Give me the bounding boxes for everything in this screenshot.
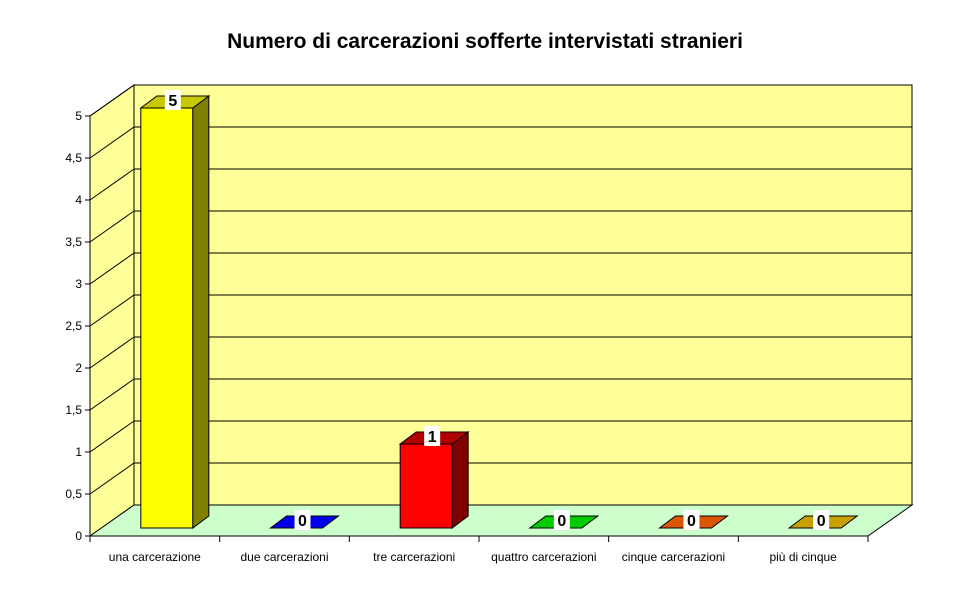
side-gridline	[89, 84, 135, 117]
y-tick-label: 2	[75, 361, 82, 375]
y-tick-label: 1,5	[65, 403, 82, 417]
bar-side	[451, 431, 469, 529]
floor	[88, 504, 914, 537]
y-tick-label: 2,5	[65, 319, 82, 333]
x-tick-label: due carcerazioni	[240, 550, 328, 564]
x-tick-label: più di cinque	[769, 550, 837, 564]
bar	[399, 443, 453, 529]
y-tick-label: 3,5	[65, 235, 82, 249]
data-label: 1	[428, 429, 437, 446]
y-tick-label: 0,5	[65, 487, 82, 501]
chart-title: Numero di carcerazioni sofferte intervis…	[227, 30, 743, 53]
data-label: 0	[298, 513, 307, 530]
bar-side	[192, 95, 210, 529]
data-label: 0	[817, 513, 826, 530]
data-label: 5	[168, 93, 177, 110]
side-gridline	[89, 210, 135, 243]
y-tick-label: 5	[75, 109, 82, 123]
y-tick-label: 3	[75, 277, 82, 291]
x-tick-label: una carcerazione	[109, 550, 201, 564]
side-gridline	[89, 462, 135, 495]
data-label-box	[553, 510, 570, 530]
y-tick-label: 1	[75, 445, 82, 459]
side-gridline	[89, 168, 135, 201]
y-tick-label: 4	[75, 193, 82, 207]
bar	[140, 107, 194, 529]
x-tick-label: tre carcerazioni	[373, 550, 455, 564]
data-label: 0	[557, 513, 566, 530]
side-gridline	[89, 336, 135, 369]
side-gridline	[89, 420, 135, 453]
side-gridline	[89, 378, 135, 411]
plot-area: 0 0,5 1 1,5 2 2,5 3 3,5 4 4,5 5 una carcerazione due…	[65, 84, 914, 564]
side-gridline	[89, 294, 135, 327]
data-label-box	[424, 426, 441, 446]
data-label-box	[294, 510, 311, 530]
data-label-box	[683, 510, 700, 530]
side-gridline	[89, 126, 135, 159]
x-tick-label: cinque carcerazioni	[622, 550, 725, 564]
y-tick-label: 4,5	[65, 151, 82, 165]
data-label-box	[813, 510, 830, 530]
data-label-box	[164, 90, 181, 110]
data-label: 0	[687, 513, 696, 530]
y-tick-label: 0	[75, 529, 82, 543]
side-gridline	[89, 252, 135, 285]
x-tick-label: quattro carcerazioni	[491, 550, 596, 564]
